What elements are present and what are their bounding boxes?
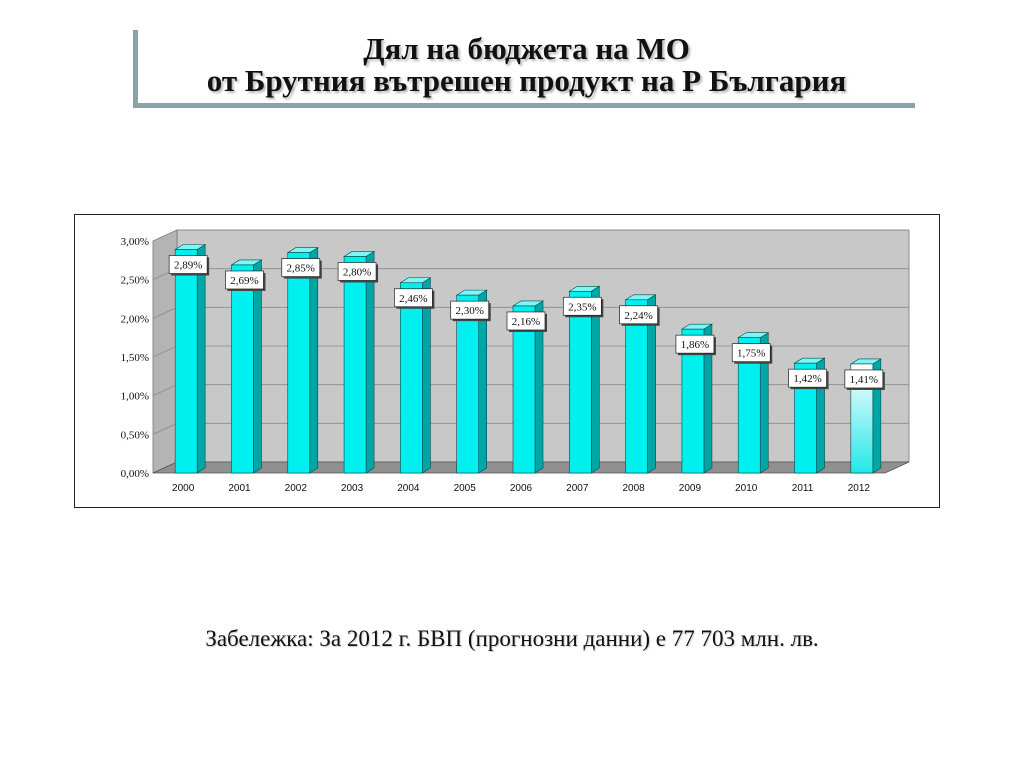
data-label: 2,30% bbox=[455, 305, 483, 317]
slide-title-line1: Дял на бюджета на МО bbox=[363, 31, 690, 66]
bar bbox=[512, 305, 536, 474]
data-label-box bbox=[506, 311, 546, 331]
bar bbox=[287, 252, 311, 474]
bar bbox=[569, 290, 592, 474]
data-label: 2,80% bbox=[343, 266, 371, 278]
gridline bbox=[152, 229, 909, 242]
footnote: Забележка: За 2012 г. БВП (прогнозни дан… bbox=[205, 626, 819, 651]
data-label: 2,46% bbox=[399, 293, 427, 305]
y-tick-label: 1,50% bbox=[121, 352, 149, 364]
data-label-box bbox=[394, 288, 433, 308]
data-label-box bbox=[788, 368, 827, 388]
y-tick-label: 0,00% bbox=[121, 468, 149, 480]
bar bbox=[456, 294, 479, 474]
x-tick-label: 2007 bbox=[566, 483, 589, 494]
data-label: 2,24% bbox=[624, 310, 652, 322]
x-tick-label: 2004 bbox=[397, 483, 420, 494]
bar-side bbox=[196, 243, 206, 474]
bar-chart: 0,00% 0,50% 1,00% 1,50% 2,00% 2,50% 3,00% 2,89%… bbox=[121, 229, 910, 494]
y-tick-label: 1,00% bbox=[121, 391, 149, 403]
bar bbox=[400, 282, 423, 474]
bar bbox=[681, 328, 705, 474]
y-tick-label: 2,50% bbox=[121, 275, 149, 287]
y-tick-label: 0,50% bbox=[121, 429, 149, 441]
data-label: 2,85% bbox=[287, 263, 315, 275]
data-label-box bbox=[562, 296, 602, 316]
data-label-box bbox=[168, 255, 208, 274]
bar-side bbox=[309, 247, 319, 474]
bar bbox=[794, 362, 817, 474]
data-label: 1,75% bbox=[737, 348, 765, 360]
bar-side bbox=[365, 250, 375, 474]
bar bbox=[850, 363, 874, 474]
x-tick-label: 2005 bbox=[454, 483, 477, 494]
x-tick-label: 2001 bbox=[228, 483, 251, 494]
data-label-box bbox=[844, 369, 884, 389]
bar-side bbox=[253, 259, 262, 474]
y-tick-label: 2,00% bbox=[121, 313, 149, 325]
slide-title-line2: от Брутния вътрешен продукт на Р Българи… bbox=[206, 63, 847, 98]
data-label-box bbox=[281, 258, 321, 277]
x-tick-label: 2010 bbox=[735, 483, 758, 494]
x-tick-label: 2012 bbox=[848, 483, 871, 494]
data-label: 1,86% bbox=[681, 339, 709, 351]
bar bbox=[737, 337, 761, 474]
data-label: 2,35% bbox=[568, 301, 596, 313]
data-label-box bbox=[450, 300, 490, 320]
chart-frame: 0,00% 0,50% 1,00% 1,50% 2,00% 2,50% 3,00% 2,89%… bbox=[74, 214, 940, 508]
title-box: Дял на бюджета на МО от Брутния вътрешен… bbox=[133, 30, 915, 108]
x-tick-label: 2008 bbox=[622, 483, 645, 494]
data-label-box bbox=[337, 262, 377, 281]
x-tick-label: 2002 bbox=[285, 483, 308, 494]
x-tick-label: 2009 bbox=[679, 483, 702, 494]
y-tick-label: 3,00% bbox=[121, 236, 149, 248]
data-label: 2,89% bbox=[174, 260, 202, 272]
data-label: 2,16% bbox=[512, 316, 540, 328]
x-tick-label: 2006 bbox=[510, 483, 533, 494]
data-label: 1,42% bbox=[793, 373, 821, 385]
bar bbox=[343, 256, 367, 474]
bar bbox=[625, 299, 648, 474]
data-label-box bbox=[619, 305, 658, 325]
data-label-box bbox=[675, 334, 715, 354]
bar bbox=[174, 249, 198, 474]
x-tick-label: 2003 bbox=[341, 483, 364, 494]
data-label: 1,41% bbox=[850, 374, 878, 386]
bar bbox=[231, 264, 254, 474]
data-label-box bbox=[225, 270, 264, 290]
data-label-box bbox=[731, 343, 771, 363]
data-label: 2,69% bbox=[230, 275, 258, 287]
x-tick-label: 2011 bbox=[792, 483, 814, 494]
x-tick-label: 2000 bbox=[172, 483, 195, 494]
